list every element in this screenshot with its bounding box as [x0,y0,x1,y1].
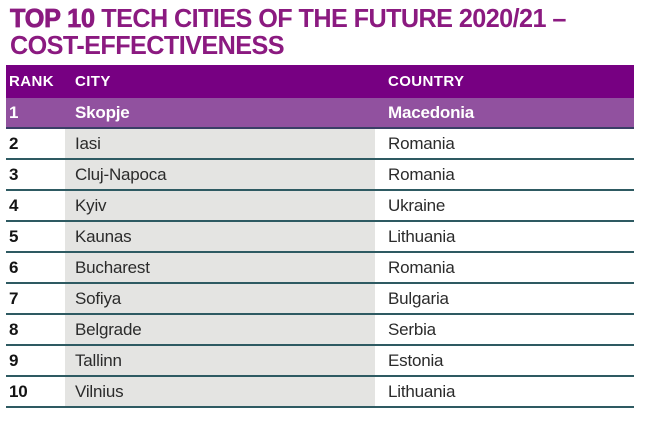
rank-cell: 9 [9,350,19,370]
title-rest: TECH CITIES OF THE FUTURE 2020/21 – [94,3,566,33]
table-row: 2 Iasi Romania [6,129,634,160]
city-cell: Skopje [75,102,130,122]
rank-cell: 3 [9,164,19,184]
city-cell: Cluj-Napoca [65,160,375,189]
column-header-rank: RANK [9,73,54,90]
rank-cell: 1 [9,102,19,122]
country-cell: Lithuania [388,381,456,401]
table-row: 9 Tallinn Estonia [6,346,634,377]
table-header-row: RANK CITY COUNTRY [6,65,634,98]
city-cell: Belgrade [65,315,375,344]
table-row: 6 Bucharest Romania [6,253,634,284]
column-header-country: COUNTRY [388,73,465,90]
rank-cell: 6 [9,257,19,277]
country-cell: Bulgaria [388,288,449,308]
table-row: 10 Vilnius Lithuania [6,377,634,408]
city-cell: Bucharest [65,253,375,282]
table-row: 3 Cluj-Napoca Romania [6,160,634,191]
rank-cell: 10 [9,381,28,401]
city-cell: Vilnius [65,377,375,406]
page-title: TOP 10 TECH CITIES OF THE FUTURE 2020/21… [10,3,611,60]
city-cell: Tallinn [65,346,375,375]
table-row: 5 Kaunas Lithuania [6,222,634,253]
column-header-city: CITY [75,73,111,90]
table-body: 1 Skopje Macedonia 2 Iasi Romania 3 Cluj… [6,98,634,408]
table-row: 7 Sofiya Bulgaria [6,284,634,315]
city-cell: Iasi [65,129,375,158]
city-cell: Kaunas [65,222,375,251]
country-cell: Romania [388,257,455,277]
city-cell: Sofiya [65,284,375,313]
title-line2: COST-EFFECTIVENESS [10,30,285,60]
country-cell: Macedonia [388,102,475,122]
country-cell: Ukraine [388,195,446,215]
rank-cell: 2 [9,133,19,153]
ranking-table: RANK CITY COUNTRY 1 Skopje Macedonia 2 I… [6,65,634,408]
country-cell: Lithuania [388,226,456,246]
table-row: 1 Skopje Macedonia [6,98,634,129]
rank-cell: 5 [9,226,19,246]
country-cell: Romania [388,133,455,153]
country-cell: Romania [388,164,455,184]
rank-cell: 8 [9,319,19,339]
table-row: 8 Belgrade Serbia [6,315,634,346]
rank-cell: 7 [9,288,19,308]
rank-cell: 4 [9,195,19,215]
country-cell: Estonia [388,350,444,370]
table-row: 4 Kyiv Ukraine [6,191,634,222]
city-cell: Kyiv [65,191,375,220]
title-prefix: TOP 10 [10,3,96,33]
country-cell: Serbia [388,319,436,339]
